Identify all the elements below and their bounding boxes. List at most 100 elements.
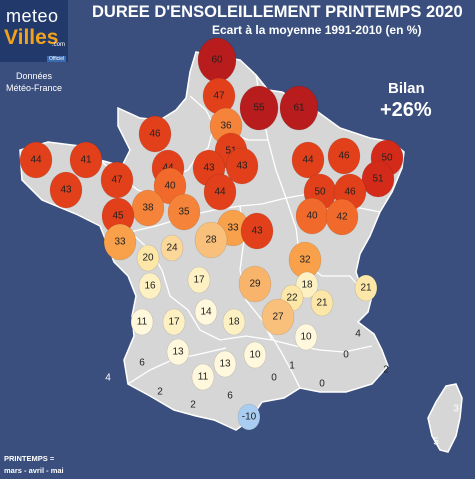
station-bubble xyxy=(100,161,134,199)
station-bubble xyxy=(162,308,186,336)
station-bubble xyxy=(225,147,259,185)
station-value: 32 xyxy=(299,255,311,266)
station-marker: 11 xyxy=(130,308,154,336)
station-value: 46 xyxy=(344,187,356,198)
station-value: 61 xyxy=(293,103,305,114)
station-value: 46 xyxy=(338,151,350,162)
station-marker: 60 xyxy=(197,37,237,83)
station-marker: 4 xyxy=(355,329,361,340)
station-bubble xyxy=(361,160,395,198)
station-bubble xyxy=(194,298,218,326)
station-bubble xyxy=(325,198,359,236)
station-value: 38 xyxy=(142,203,154,214)
meteovilles-logo[interactable]: meteo Villes .com Officiel xyxy=(0,0,68,62)
station-marker: 43 xyxy=(49,171,83,209)
station-bubble xyxy=(327,137,361,175)
station-marker: 6 xyxy=(227,391,233,402)
station-value: 22 xyxy=(286,293,298,304)
station-value: 16 xyxy=(144,281,156,292)
station-markers: 6047556136465144414446504443434751434050… xyxy=(19,37,459,448)
station-bubble xyxy=(49,171,83,209)
station-value: 28 xyxy=(205,235,217,246)
station-value: 36 xyxy=(220,121,232,132)
logo-com-text: .com xyxy=(52,42,66,48)
station-value: 40 xyxy=(164,181,176,192)
season-legend-months: mars - avril - mai xyxy=(4,466,64,475)
station-bubble xyxy=(160,234,184,262)
station-marker: 61 xyxy=(279,85,319,131)
station-bubble xyxy=(69,141,103,179)
station-marker: 17 xyxy=(162,308,186,336)
station-marker: 24 xyxy=(160,234,184,262)
station-marker: 47 xyxy=(100,161,134,199)
station-value: 44 xyxy=(214,187,226,198)
station-bubble xyxy=(136,244,160,272)
map-subtitle: Ecart à la moyenne 1991-2010 (en %) xyxy=(212,23,422,37)
station-value: 43 xyxy=(236,161,248,172)
station-marker: 33 xyxy=(103,223,137,261)
station-value: 2 xyxy=(157,387,163,398)
logo-meteo-text: meteo xyxy=(6,6,59,26)
station-bubble xyxy=(191,363,215,391)
station-bubble xyxy=(310,289,334,317)
station-marker: 40 xyxy=(295,197,329,235)
station-marker: 0 xyxy=(343,350,349,361)
station-value: 42 xyxy=(336,212,348,223)
station-bubble xyxy=(291,141,325,179)
station-marker: 44 xyxy=(291,141,325,179)
station-marker: 43 xyxy=(240,212,274,250)
station-marker: 43 xyxy=(225,147,259,185)
station-value: 3 xyxy=(453,404,459,415)
station-marker: 18 xyxy=(222,308,246,336)
station-marker: 14 xyxy=(194,298,218,326)
station-bubble xyxy=(19,141,53,179)
map-title: DUREE D'ENSOLEILLEMENT PRINTEMPS 2020 xyxy=(92,3,463,21)
source-line-2: Météo-France xyxy=(5,83,63,93)
station-value: 46 xyxy=(149,129,161,140)
station-bubble xyxy=(138,272,162,300)
station-marker: 3 xyxy=(453,404,459,415)
station-bubble xyxy=(130,308,154,336)
station-value: 60 xyxy=(211,55,223,66)
station-value: 0 xyxy=(319,379,325,390)
station-value: 0 xyxy=(271,373,277,384)
station-value: 47 xyxy=(111,175,123,186)
station-marker: 0 xyxy=(271,373,277,384)
station-bubble xyxy=(138,115,172,153)
station-marker: 5 xyxy=(433,437,439,448)
station-value: 50 xyxy=(381,153,393,164)
station-value: 2 xyxy=(383,365,389,376)
station-value: 43 xyxy=(203,163,215,174)
station-value: 33 xyxy=(114,237,126,248)
station-marker: 16 xyxy=(138,272,162,300)
station-marker: 13 xyxy=(213,350,237,378)
station-value: 13 xyxy=(172,347,184,358)
station-bubble xyxy=(167,193,201,231)
station-marker: 51 xyxy=(361,160,395,198)
station-value: 29 xyxy=(249,279,261,290)
station-bubble xyxy=(213,350,237,378)
station-bubble xyxy=(187,266,211,294)
station-value: 44 xyxy=(162,163,174,174)
station-marker: 2 xyxy=(157,387,163,398)
season-legend-title: PRINTEMPS = xyxy=(4,454,55,463)
station-marker: 44 xyxy=(19,141,53,179)
station-value: 51 xyxy=(225,146,237,157)
station-value: 0 xyxy=(343,350,349,361)
station-marker: 55 xyxy=(239,85,279,131)
station-marker: 1 xyxy=(289,361,295,372)
station-value: 11 xyxy=(137,317,148,328)
station-value: 10 xyxy=(300,332,312,343)
station-bubble xyxy=(237,403,261,431)
station-marker: 2 xyxy=(383,365,389,376)
station-value: 4 xyxy=(355,329,361,340)
station-value: 45 xyxy=(112,211,124,222)
station-marker: 4 xyxy=(105,373,111,384)
station-value: 43 xyxy=(60,185,72,196)
station-marker: 21 xyxy=(354,274,378,302)
station-bubble xyxy=(238,265,272,303)
station-value: 21 xyxy=(316,298,328,309)
station-value: 40 xyxy=(306,211,318,222)
station-marker: 44 xyxy=(203,173,237,211)
